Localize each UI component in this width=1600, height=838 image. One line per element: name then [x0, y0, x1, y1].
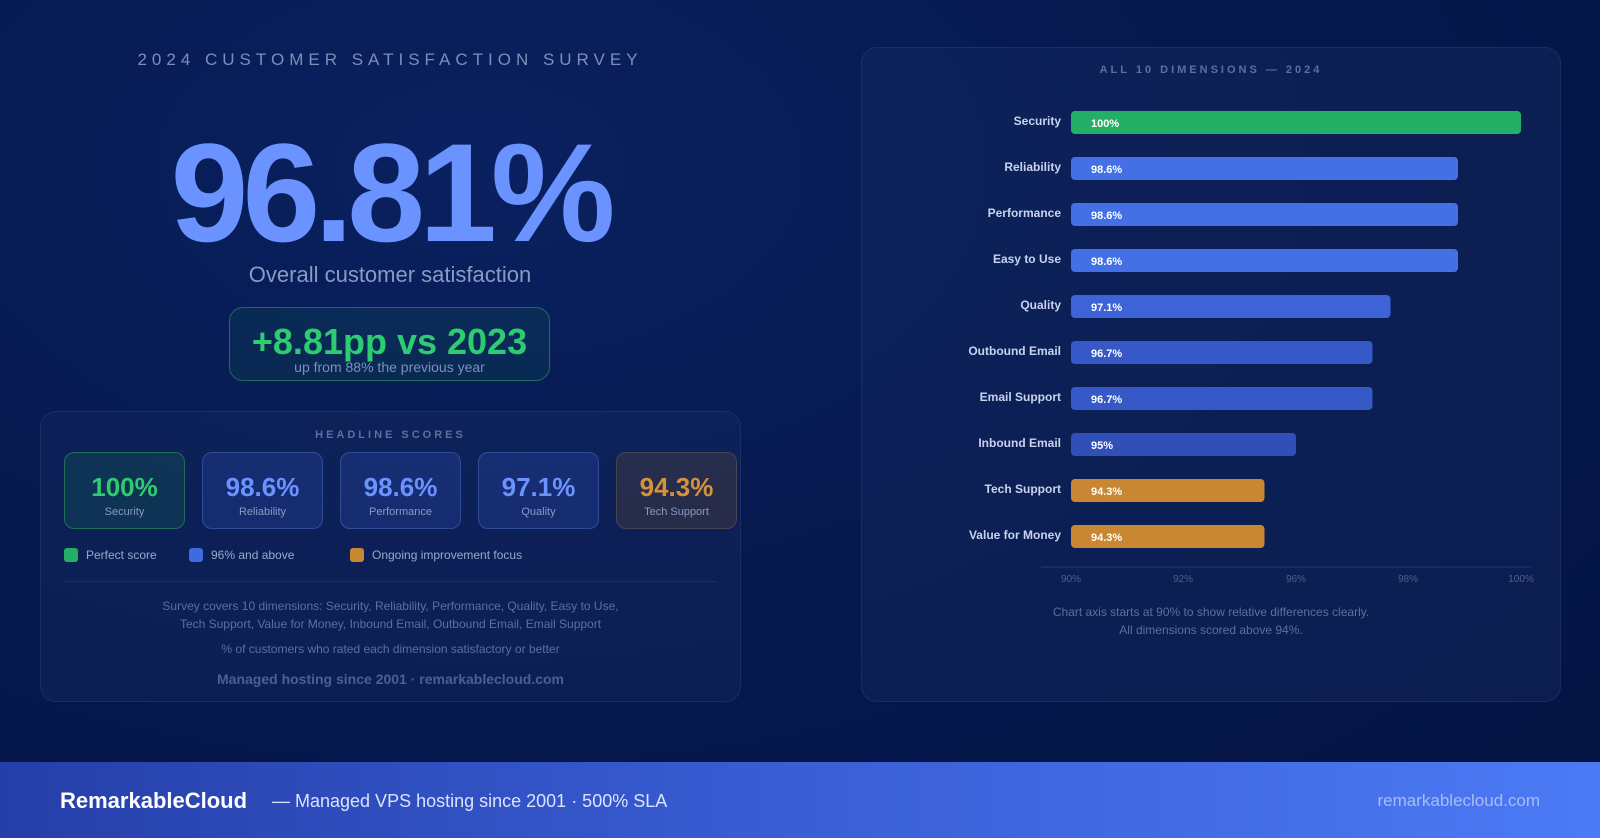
- x-tick-label: 96%: [1286, 574, 1306, 585]
- legend-item-perfect: Perfect score: [64, 548, 157, 562]
- legend-label: 96% and above: [211, 548, 295, 562]
- category-label: Tech Support: [985, 482, 1061, 496]
- score-label: Quality: [521, 506, 556, 518]
- score-value: 98.6%: [225, 472, 300, 502]
- score-value: 94.3%: [639, 472, 714, 502]
- headline-scores-heading: HEADLINE SCORES: [315, 429, 466, 441]
- category-label: Performance: [988, 206, 1062, 220]
- chart-caption-line: All dimensions scored above 94%.: [1119, 623, 1303, 637]
- score-label: Tech Support: [644, 506, 709, 518]
- x-tick-label: 98%: [1398, 574, 1418, 585]
- score-card-performance: 98.6% Performance: [340, 452, 461, 529]
- data-label: 94.3%: [1091, 532, 1122, 544]
- dimensions-chart-panel: ALL 10 DIMENSIONS — 2024 Security 100% Rel…: [861, 47, 1561, 702]
- score-card-security: 100% Security: [64, 452, 185, 529]
- score-value: 98.6%: [363, 472, 438, 502]
- footer-bar: RemarkableCloud — Managed VPS hosting si…: [0, 762, 1600, 838]
- data-label: 97.1%: [1091, 302, 1122, 314]
- survey-description: Survey covers 10 dimensions: Security, R…: [41, 597, 740, 633]
- x-tick-label: 92%: [1173, 574, 1193, 585]
- score-card-reliability: 98.6% Reliability: [202, 452, 323, 529]
- bar-email-support: [1071, 387, 1373, 410]
- year-over-year-badge: +8.81pp vs 2023 up from 88% the previous…: [229, 307, 550, 381]
- data-label: 98.6%: [1091, 256, 1122, 268]
- overall-score-label: Overall customer satisfaction: [248, 262, 532, 287]
- overall-score: 96.81%: [170, 114, 616, 271]
- data-label: 96.7%: [1091, 394, 1122, 406]
- delta-value: +8.81pp vs 2023: [251, 321, 528, 362]
- chart-caption: Chart axis starts at 90% to show relativ…: [862, 603, 1560, 639]
- data-label: 94.3%: [1091, 486, 1122, 498]
- rating-note: % of customers who rated each dimension …: [221, 642, 560, 656]
- bar-inbound-email: [1071, 433, 1296, 456]
- bar-tech-support: [1071, 479, 1265, 502]
- data-label: 96.7%: [1091, 348, 1122, 360]
- score-label: Performance: [369, 506, 432, 518]
- bar-security: [1071, 111, 1521, 134]
- category-label: Email Support: [980, 390, 1061, 404]
- bar-reliability: [1071, 157, 1458, 180]
- headline-scores-panel: HEADLINE SCORES 100% Security 98.6% Reli…: [40, 411, 741, 702]
- delta-subtext: up from 88% the previous year: [294, 359, 485, 375]
- legend-swatch: [64, 548, 78, 562]
- category-label: Reliability: [1004, 160, 1061, 174]
- category-label: Security: [1014, 114, 1062, 128]
- x-tick-label: 90%: [1061, 574, 1081, 585]
- bar-value-for-money: [1071, 525, 1265, 548]
- category-label: Easy to Use: [993, 252, 1061, 266]
- chart-heading: ALL 10 DIMENSIONS — 2024: [1099, 64, 1323, 76]
- legend-swatch: [189, 548, 203, 562]
- site-link[interactable]: remarkablecloud.com: [1377, 791, 1540, 810]
- chart-caption-line: Chart axis starts at 90% to show relativ…: [1052, 605, 1370, 619]
- survey-description-line: Survey covers 10 dimensions: Security, R…: [162, 599, 619, 613]
- score-card-tech-support: 94.3% Tech Support: [616, 452, 737, 529]
- score-value: 97.1%: [501, 472, 576, 502]
- bar-easy-to-use: [1071, 249, 1458, 272]
- legend-swatch: [350, 548, 364, 562]
- legend-label: Ongoing improvement focus: [372, 548, 523, 562]
- legend-item-above-96: 96% and above: [189, 548, 294, 562]
- x-tick-label: 100%: [1508, 574, 1534, 585]
- score-card-quality: 97.1% Quality: [478, 452, 599, 529]
- legend-item-improvement: Ongoing improvement focus: [350, 548, 522, 562]
- dimensions-bar-chart: Security 100% Reliability 98.6% Performance 9…: [968, 111, 1534, 585]
- score-value: 100%: [91, 472, 158, 502]
- data-label: 98.6%: [1091, 164, 1122, 176]
- score-label: Reliability: [238, 506, 287, 518]
- brand-tagline: — Managed VPS hosting since 2001 · 500% …: [272, 791, 668, 811]
- data-label: 95%: [1091, 440, 1113, 452]
- brand-name: RemarkableCloud: [60, 788, 248, 813]
- survey-description-line: Tech Support, Value for Money, Inbound E…: [179, 617, 602, 631]
- category-label: Outbound Email: [968, 344, 1061, 358]
- survey-title: 2024 CUSTOMER SATISFACTION SURVEY: [137, 50, 643, 69]
- category-label: Inbound Email: [978, 436, 1061, 450]
- data-label: 98.6%: [1091, 210, 1122, 222]
- data-label: 100%: [1091, 118, 1119, 130]
- legend-label: Perfect score: [86, 548, 157, 562]
- bar-outbound-email: [1071, 341, 1373, 364]
- bar-quality: [1071, 295, 1391, 318]
- score-label: Security: [104, 506, 145, 518]
- category-label: Quality: [1020, 298, 1061, 312]
- bar-performance: [1071, 203, 1458, 226]
- category-label: Value for Money: [969, 528, 1061, 542]
- panel-footer: Managed hosting since 2001 · remarkablec…: [217, 671, 564, 687]
- panel-divider: [64, 581, 717, 582]
